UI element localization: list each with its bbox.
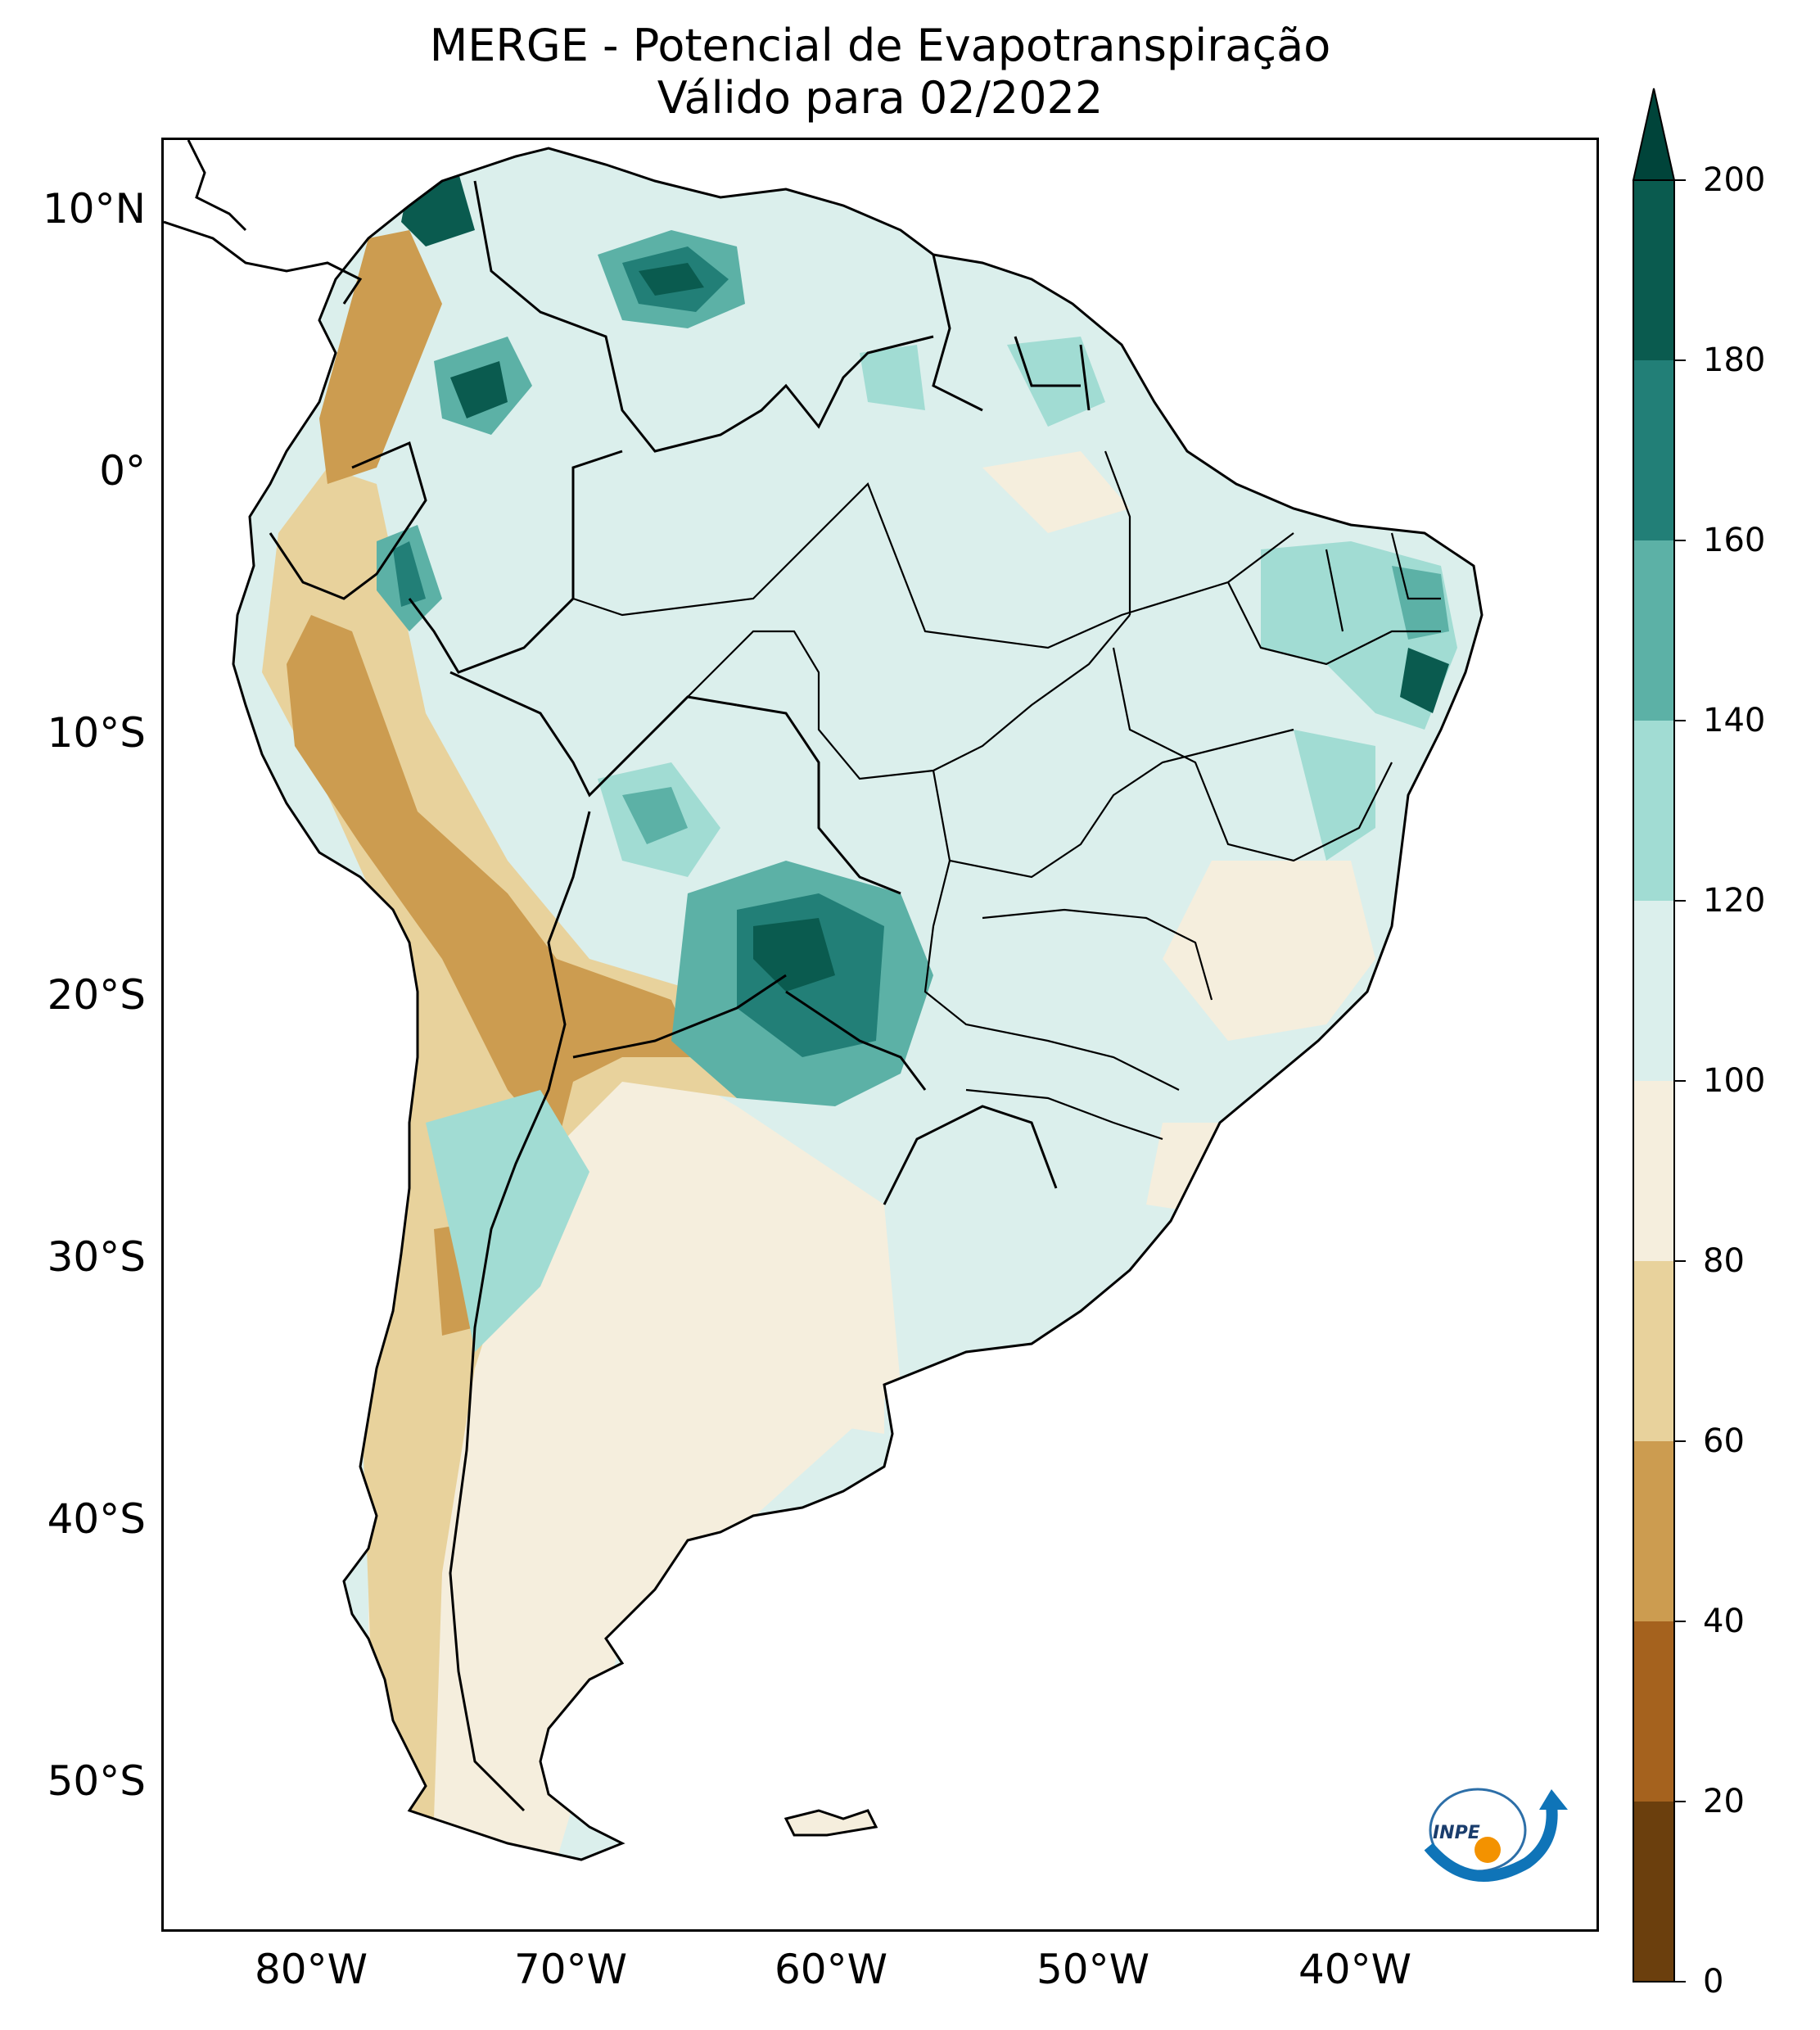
colorbar-outline — [1633, 179, 1675, 1983]
lat-label-10s: 10°S — [47, 709, 146, 757]
state-borders — [572, 450, 1441, 1141]
inpe-logo-text: INPE — [1433, 1823, 1480, 1843]
map-subtitle: Válido para 02/2022 — [657, 72, 1104, 124]
colorbar-segments — [1633, 180, 1674, 1982]
inpe-logo-swoosh — [1424, 1805, 1558, 1882]
colorbar-label: 60 — [1703, 1422, 1745, 1460]
colorbar-segment — [1633, 1802, 1674, 1982]
country-borders — [269, 180, 1091, 1812]
south-america-map — [164, 140, 1484, 1861]
colorbar-segment — [1633, 1081, 1674, 1261]
pet-field — [262, 173, 1457, 1860]
lon-label-70w: 70°W — [513, 1946, 628, 1993]
inpe-logo-sun — [1475, 1837, 1501, 1863]
lat-label-30s: 30°S — [47, 1233, 146, 1281]
colorbar-ticks — [1674, 179, 1686, 1983]
colorbar-extend-arrow — [1633, 88, 1674, 180]
lon-label-50w: 50°W — [1036, 1946, 1150, 1993]
colorbar-segment — [1633, 540, 1674, 721]
colorbar-label: 40 — [1703, 1603, 1745, 1640]
colorbar-segment — [1633, 1621, 1674, 1802]
lat-label-40s: 40°S — [47, 1495, 146, 1543]
lat-label-0: 0° — [99, 447, 146, 495]
colorbar-segment — [1633, 180, 1674, 360]
falklands — [784, 1809, 878, 1837]
colorbar-label: 180 — [1703, 341, 1766, 379]
lat-label-50s: 50°S — [47, 1757, 146, 1805]
colorbar-label: 140 — [1703, 702, 1766, 739]
colorbar-label: 0 — [1703, 1963, 1724, 2001]
lat-label-20s: 20°S — [47, 971, 146, 1019]
colorbar-label: 200 — [1703, 161, 1766, 199]
lat-label-10n: 10°N — [42, 185, 146, 233]
colorbar-segment — [1633, 1441, 1674, 1621]
colorbar-label: 80 — [1703, 1242, 1745, 1280]
colorbar-label: 20 — [1703, 1783, 1745, 1820]
lon-label-60w: 60°W — [774, 1946, 888, 1993]
coastline — [232, 147, 1484, 1861]
colorbar-segment — [1633, 721, 1674, 901]
colorbar-label: 100 — [1703, 1062, 1766, 1100]
colorbar-label: 120 — [1703, 882, 1766, 920]
inpe-logo: INPE — [1424, 1788, 1568, 1882]
colorbar-segment — [1633, 1261, 1674, 1441]
map-title: MERGE - Potencial de Evapotranspiração — [429, 20, 1331, 71]
colorbar-segment — [1633, 360, 1674, 540]
colorbar-label: 160 — [1703, 522, 1766, 559]
central-america-border — [187, 140, 247, 232]
lon-label-40w: 40°W — [1298, 1946, 1412, 1993]
lon-label-80w: 80°W — [254, 1946, 368, 1993]
colorbar-segment — [1633, 901, 1674, 1081]
inpe-logo-arrow-icon — [1539, 1789, 1568, 1810]
map-panel — [161, 138, 1599, 1932]
colorbar-extend-outline — [1632, 88, 1676, 181]
central-america-coast — [164, 220, 363, 305]
